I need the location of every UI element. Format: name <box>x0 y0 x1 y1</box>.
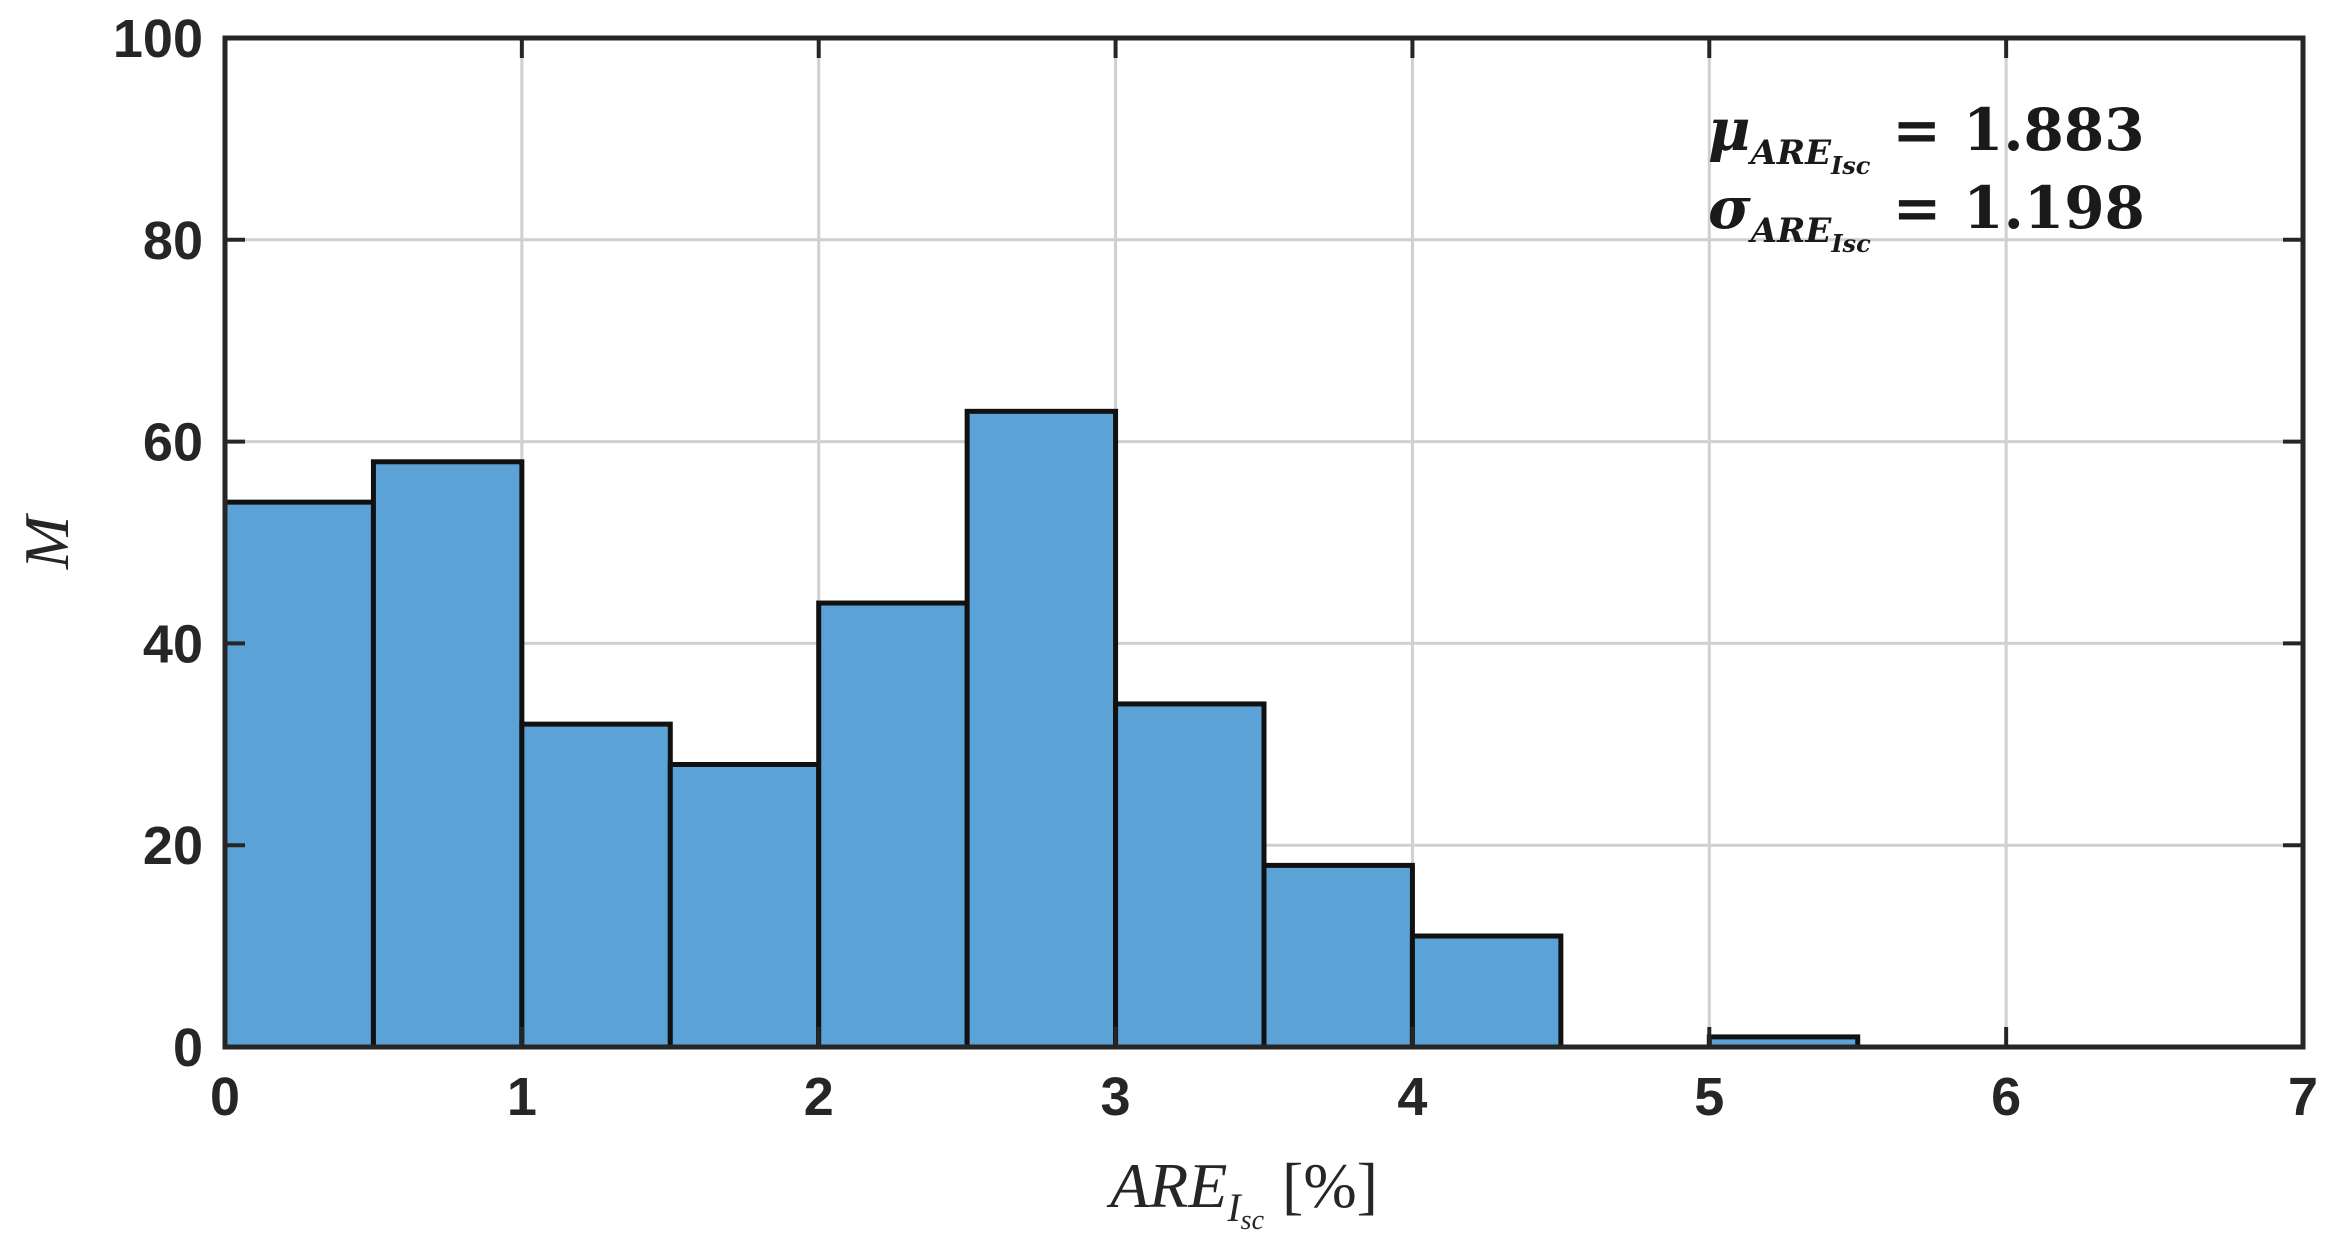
y-tick-label: 80 <box>143 211 203 271</box>
y-tick-label: 0 <box>173 1018 203 1078</box>
histogram-bar <box>1113 701 1267 1050</box>
annotation-equals: = <box>1893 174 1942 242</box>
y-tick-label: 20 <box>143 816 203 876</box>
annotation-value: 1.883 <box>1963 96 2145 164</box>
x-axis-label-sub: I <box>1226 1185 1242 1230</box>
x-tick-label: 3 <box>1101 1067 1131 1127</box>
x-tick-label: 0 <box>210 1067 240 1127</box>
histogram-bar <box>1261 862 1415 1050</box>
histogram-bar <box>964 408 1119 1050</box>
y-tick-label: 60 <box>143 413 203 473</box>
annotation-subsubscript: Isc <box>1830 229 1871 258</box>
histogram-bars <box>222 408 1861 1050</box>
annotation-symbol: σ <box>1708 174 1751 242</box>
histogram-bar <box>222 499 376 1050</box>
x-tick-label: 1 <box>507 1067 537 1127</box>
annotation-symbol: μ <box>1708 96 1750 164</box>
y-tick-labels: 0 20 40 60 80 100 <box>113 9 203 1078</box>
axis-ticks <box>223 36 2305 1049</box>
x-axis-label: AREIsc [%] <box>1106 1150 1378 1236</box>
x-axis-label-subsub: sc <box>1241 1205 1265 1236</box>
histogram-bar <box>1409 933 1564 1050</box>
x-tick-label: 5 <box>1694 1067 1724 1127</box>
y-axis-label: M <box>11 512 82 570</box>
histogram-bar <box>667 761 822 1050</box>
annotation-subscript: ARE <box>1748 211 1833 251</box>
annotation-equals: = <box>1892 96 1941 164</box>
axes-frame <box>222 35 2306 1050</box>
histogram-bar <box>816 600 970 1050</box>
x-tick-labels: 0 1 2 3 4 5 6 7 <box>210 1067 2318 1127</box>
annotation-subsubscript: Isc <box>1830 151 1871 180</box>
x-axis-label-main: ARE <box>1106 1150 1227 1221</box>
mean-annotation: μAREIsc = 1.883 <box>1708 96 2145 180</box>
histogram-bar <box>370 459 525 1050</box>
std-annotation: σAREIsc = 1.198 <box>1708 174 2145 258</box>
x-tick-label: 4 <box>1397 1067 1427 1127</box>
x-tick-label: 7 <box>2288 1067 2318 1127</box>
y-tick-label: 40 <box>143 614 203 674</box>
annotation-value: 1.198 <box>1963 174 2145 242</box>
x-tick-label: 6 <box>1991 1067 2021 1127</box>
x-tick-label: 2 <box>804 1067 834 1127</box>
histogram-bar <box>519 721 673 1050</box>
annotation-subscript: ARE <box>1747 133 1832 173</box>
x-axis-label-unit: [%] <box>1282 1150 1378 1221</box>
y-tick-label: 100 <box>113 9 203 69</box>
